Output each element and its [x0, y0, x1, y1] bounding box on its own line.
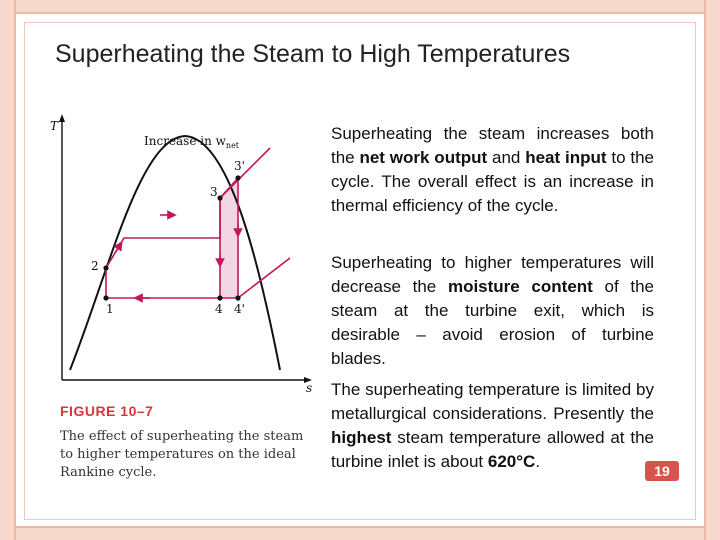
s-axis-arrow: [304, 377, 312, 383]
label-4-prime: 4': [234, 302, 245, 316]
point-3: [217, 195, 223, 201]
slide-frame-left: [0, 0, 16, 540]
figure-caption: The effect of superheating the steam to …: [60, 429, 304, 480]
t-axis-label: T: [50, 119, 59, 133]
point-4-prime: [235, 295, 241, 301]
figure-label: FIGURE 10–7: [60, 403, 154, 419]
page-number-badge: 19: [645, 461, 679, 481]
label-3-prime: 3': [234, 159, 245, 173]
slide-frame-bottom: [0, 526, 720, 540]
point-2: [103, 265, 109, 271]
increase-label: Increase in wnet: [144, 134, 240, 150]
saturation-dome: [69, 134, 281, 371]
slide-frame-top: [0, 0, 720, 14]
superheat-line: [219, 177, 239, 199]
ts-diagram: T s Increase in wnet 1 2 3 3' 4 4': [50, 114, 312, 395]
t-axis-arrow: [59, 114, 65, 122]
label-1: 1: [106, 302, 114, 316]
text-panel: [322, 116, 664, 510]
label-4: 4: [215, 302, 223, 316]
point-4: [217, 295, 223, 301]
paragraph-moisture: Superheating to higher temperatures will…: [331, 253, 655, 368]
paragraph-superheating-effect: Superheating the steam increases both th…: [331, 124, 655, 215]
slide-inner-border: [24, 22, 696, 520]
flow-arrow-5: [113, 240, 123, 254]
slide-frame-right: [704, 0, 720, 540]
slide-title: Superheating the Steam to High Temperatu…: [55, 40, 571, 68]
s-axis-label: s: [306, 381, 312, 395]
label-2: 2: [91, 259, 99, 273]
point-3-prime: [235, 175, 241, 181]
point-1: [103, 295, 109, 301]
label-3: 3: [210, 185, 218, 199]
increase-work-region: [220, 178, 238, 298]
paragraph-temperature-limit: The superheating temperature is limited …: [331, 380, 654, 471]
